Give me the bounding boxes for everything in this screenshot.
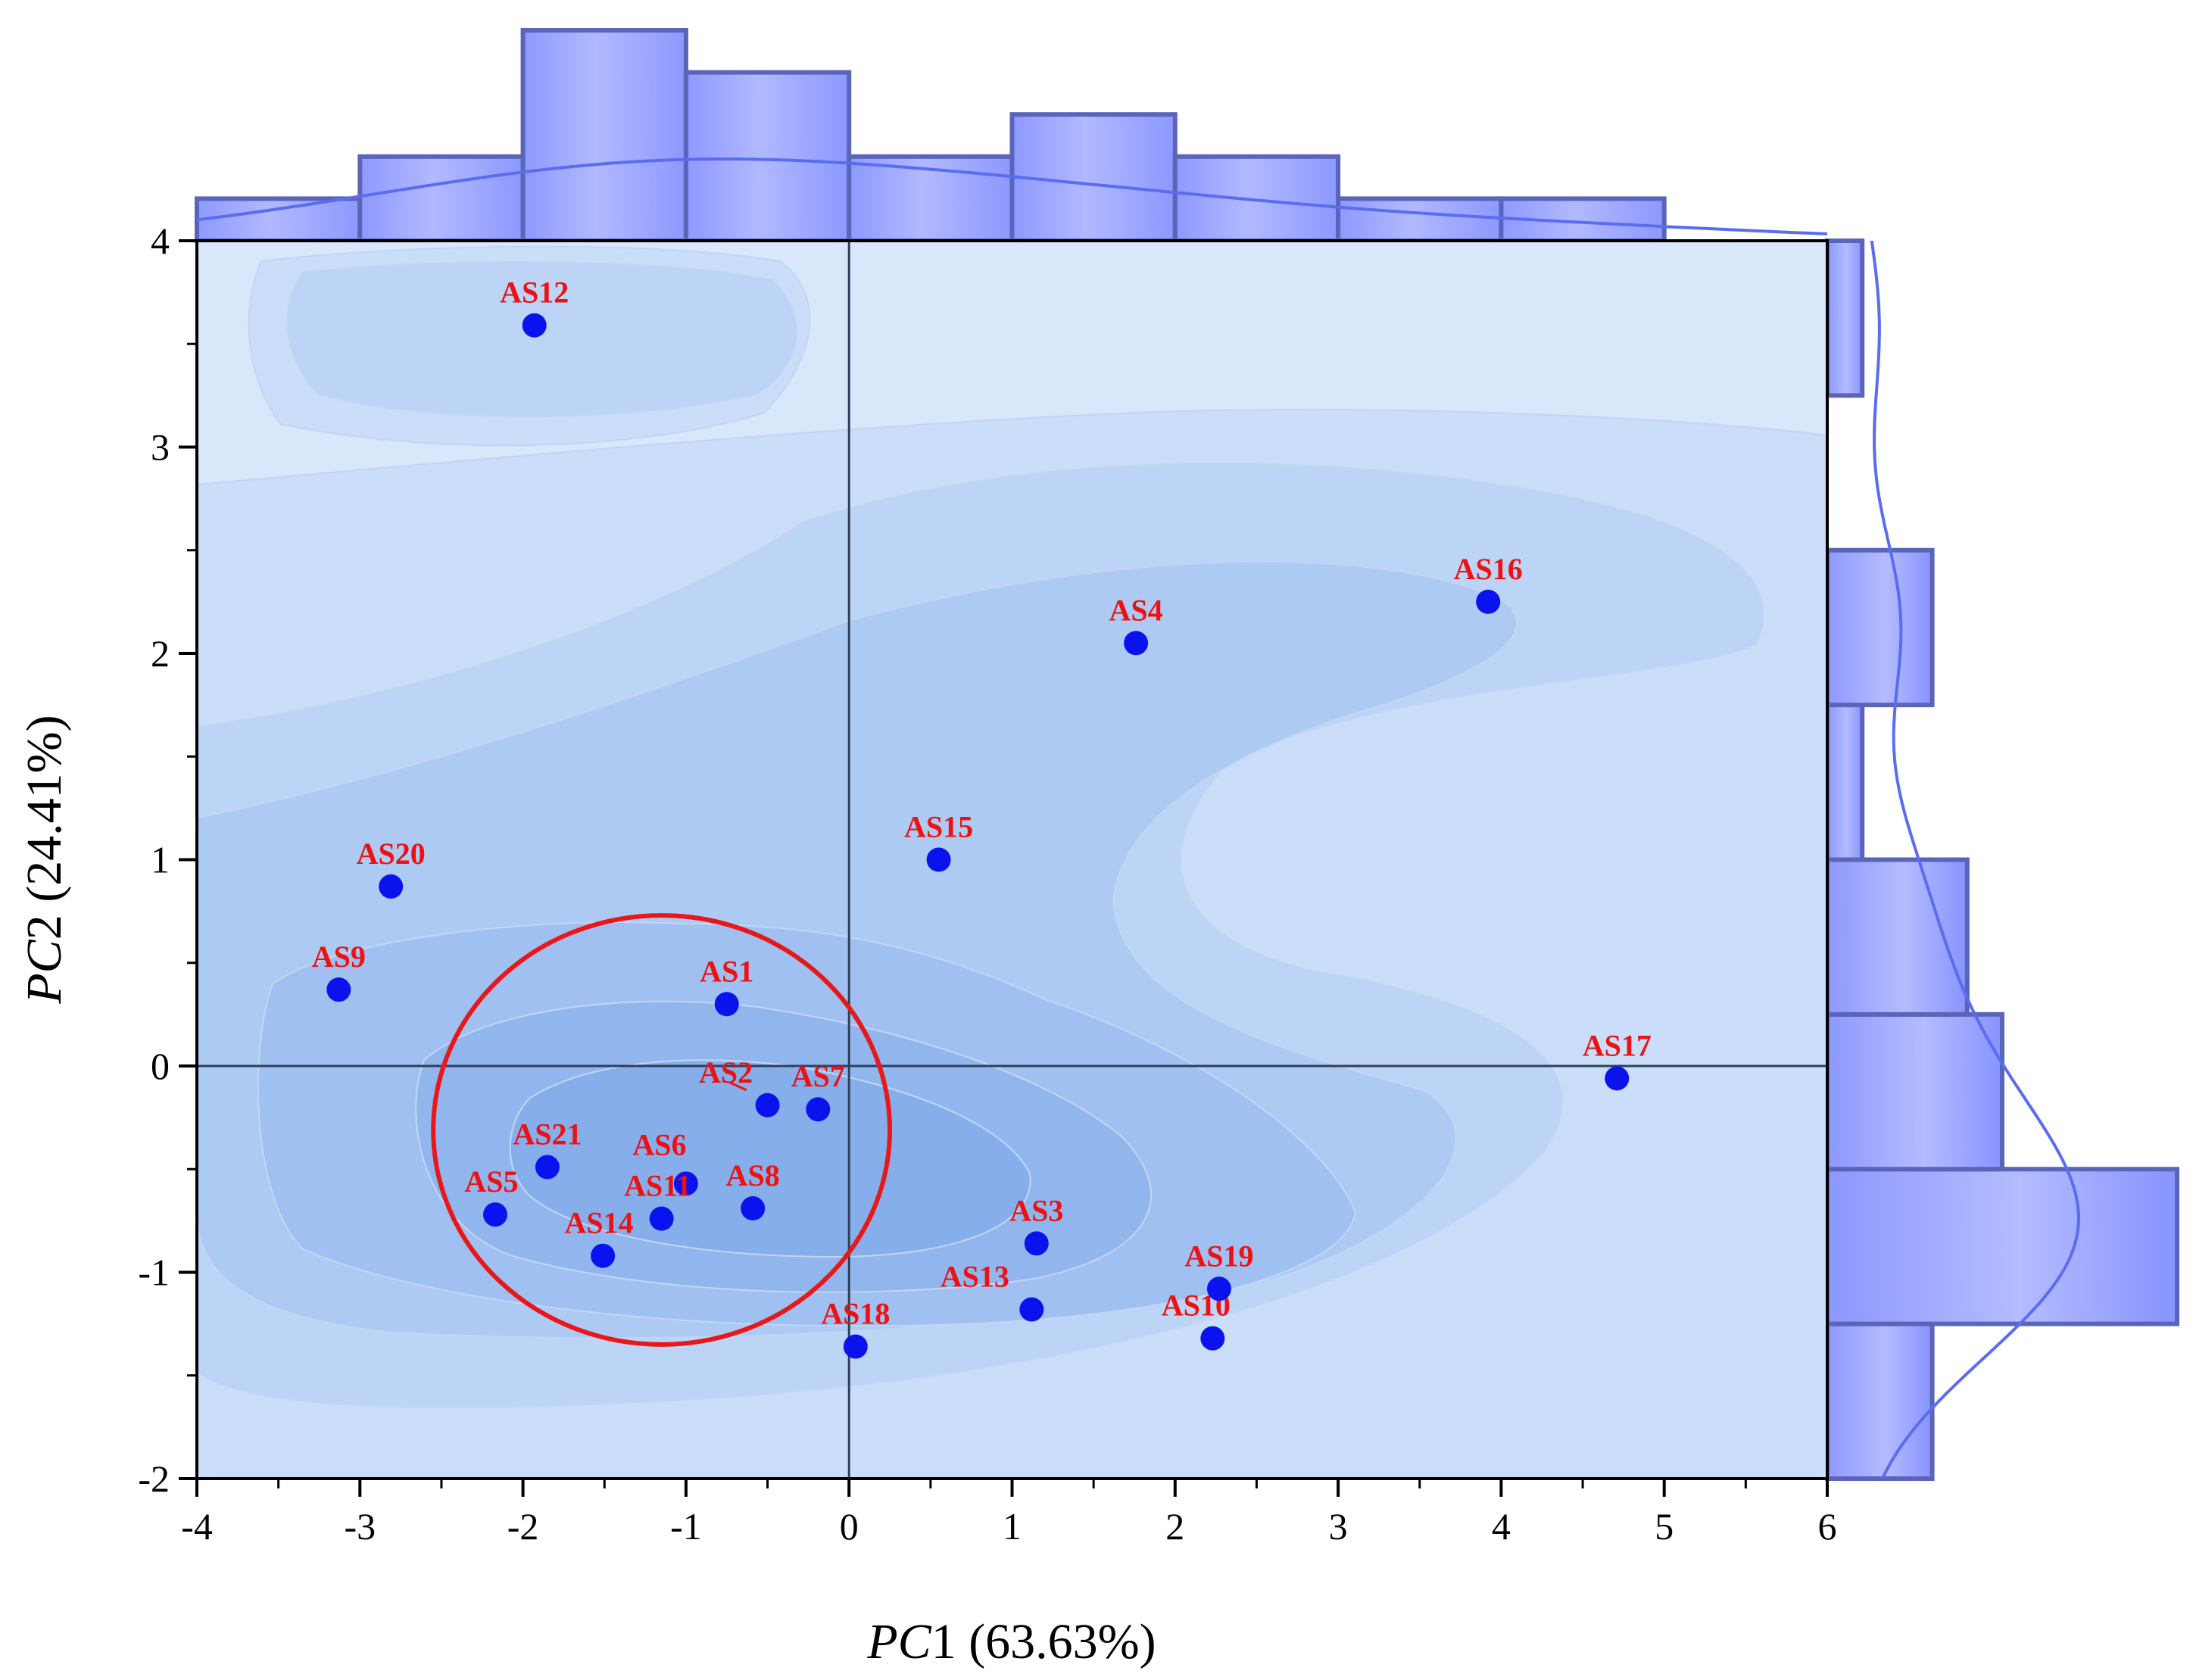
y-tick-label: 2 [151,632,170,675]
point-label: AS14 [565,1206,634,1240]
point-label: AS21 [513,1117,582,1152]
data-point [326,977,351,1002]
point-label: AS9 [312,940,366,974]
y-tick-label: 3 [151,426,170,469]
point-label: AS6 [632,1127,686,1161]
point-label: AS1 [700,954,753,988]
x-tick-label: 4 [1492,1505,1511,1548]
data-point [806,1097,831,1122]
data-point [1024,1231,1049,1256]
data-point [379,874,404,899]
reference-lines [197,241,1827,1479]
marginal-x-kde-curve [196,157,1828,235]
data-point [649,1206,674,1231]
point-label: AS5 [464,1164,518,1198]
x-axis-title: PC1 (63.63%) [866,1614,1156,1669]
x-tick-label: 3 [1329,1505,1348,1548]
marginal-y-kde-curve [1870,240,2081,1479]
y-tick-label: 4 [151,220,170,262]
x-axis: -4 -3 -2 -1 0 1 2 3 4 5 6 [181,1479,1837,1548]
x-histogram-bar [683,70,852,243]
point-label: AS11 [624,1169,691,1203]
data-point [1605,1066,1630,1091]
point-label: AS20 [357,837,426,871]
data-point [1124,631,1149,656]
marginal-x-histogram [195,28,1667,243]
x-tick-label: -4 [181,1505,213,1548]
y-axis: -2 -1 0 1 2 3 4 [138,220,197,1500]
y-tick-label: -1 [138,1251,170,1294]
density-contours [197,245,1827,1479]
y-histogram-bar [1825,1167,2179,1326]
data-point [591,1243,616,1268]
y-histogram-bar [1825,547,1935,708]
x-histogram-bar [1336,196,1504,243]
data-point [535,1155,560,1180]
highlight-ellipse [431,913,893,1347]
x-histogram-bar [1009,112,1178,243]
x-tick-label: 2 [1165,1505,1184,1548]
data-point [1200,1326,1225,1351]
point-label: AS13 [941,1260,1009,1294]
x-tick-label: -2 [507,1505,539,1548]
highlight-ellipse-layer [431,913,893,1347]
point-label: AS12 [500,276,569,310]
point-label: AS2 [699,1055,753,1089]
y-histogram-bar [1825,703,1865,862]
data-point [843,1334,868,1359]
y-tick-label: -2 [138,1457,170,1500]
data-point [1476,589,1501,614]
x-histogram-bar [357,154,526,243]
y-histogram-bar [1825,238,1865,398]
point-label: AS4 [1109,593,1163,627]
contour-level-2b [286,261,797,417]
x-tick-label: 0 [840,1505,859,1548]
x-histogram-bar [520,28,688,243]
x-tick-label: -1 [670,1505,702,1548]
point-label: AS16 [1454,552,1523,586]
x-histogram-bar [195,196,363,243]
data-point [522,313,547,338]
contour-level-6 [509,1059,1031,1258]
x-tick-label: 5 [1655,1505,1674,1548]
y-histogram-bar [1825,1321,1935,1481]
y-tick-label: 0 [151,1045,170,1087]
data-point [482,1202,507,1227]
point-label: AS17 [1583,1028,1652,1062]
point-label: AS15 [904,810,973,844]
marginal-y-histogram [1825,238,2179,1481]
data-point [755,1092,780,1117]
y-tick-label: 1 [151,839,170,881]
x-tick-label: 1 [1003,1505,1022,1548]
point-label: AS18 [821,1297,890,1331]
data-point [1019,1297,1044,1322]
y-histogram-bar [1825,857,1970,1017]
point-label: AS8 [726,1158,780,1192]
data-point [741,1196,766,1221]
point-label: AS7 [791,1059,845,1093]
data-point [1206,1276,1231,1301]
point-label-leader [728,1081,747,1092]
point-label: AS3 [1009,1193,1063,1227]
x-tick-label: -3 [344,1505,376,1548]
point-label: AS19 [1184,1239,1253,1273]
y-axis-title: PC2 (24.41%) [17,715,72,1004]
y-histogram-bar [1825,1011,2004,1172]
data-point [673,1171,698,1196]
data-point [714,992,739,1017]
x-tick-label: 6 [1818,1505,1837,1548]
data-points: AS1AS2AS3AS4AS5AS6AS7AS8AS9AS10AS11AS12A… [312,276,1652,1359]
data-point [926,847,951,872]
